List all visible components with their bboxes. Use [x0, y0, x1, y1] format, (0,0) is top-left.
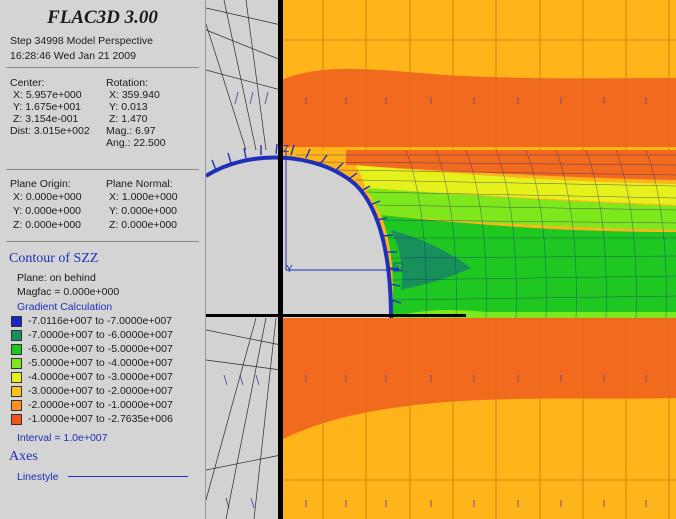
divider — [6, 67, 199, 68]
legend-swatch — [11, 316, 22, 327]
legend-swatch — [11, 372, 22, 383]
axes-heading: Axes — [9, 449, 38, 464]
legend-range-label: -3.0000e+007 to -2.0000e+007 — [28, 385, 173, 397]
contour-magfac: Magfac = 0.000e+000 — [17, 286, 120, 298]
plane-origin-x: X: 0.000e+000 — [13, 191, 82, 203]
x-axis-label: X — [395, 265, 400, 272]
axes-triad — [285, 150, 401, 271]
axes-linestyle-sample — [68, 476, 188, 477]
plane-normal-z: Z: 0.000e+000 — [109, 219, 178, 231]
step-info: Step 34998 Model Perspective — [10, 35, 154, 47]
model-view[interactable]: Z Y X — [206, 0, 676, 519]
excavation — [206, 157, 391, 318]
rotation-y: Y: 0.013 — [109, 101, 148, 113]
legend-range-label: -7.0116e+007 to -7.0000e+007 — [28, 315, 173, 327]
plane-origin-z: Z: 0.000e+000 — [13, 219, 82, 231]
magnification: Mag.: 6.97 — [106, 125, 156, 137]
legend-swatch — [11, 330, 22, 341]
legend-swatch — [11, 414, 22, 425]
center-label: Center: — [10, 77, 45, 89]
support-arrows — [211, 143, 402, 304]
model-boundary — [278, 0, 283, 519]
plane-normal-y: Y: 0.000e+000 — [109, 205, 178, 217]
center-z: Z: 3.154e-001 — [13, 113, 79, 125]
view-distance: Dist: 3.015e+002 — [10, 125, 90, 137]
contour-heading: Contour of SZZ — [9, 251, 99, 266]
legend-swatch — [11, 400, 22, 411]
z-axis-label: Z — [283, 144, 289, 155]
rotation-x: X: 359.940 — [109, 89, 160, 101]
divider — [6, 241, 199, 242]
stress-vectors — [223, 91, 647, 509]
legend-range-label: -6.0000e+007 to -5.0000e+007 — [28, 343, 173, 355]
view-angle: Ang.: 22.500 — [106, 137, 166, 149]
legend-swatch — [11, 344, 22, 355]
plane-origin-label: Plane Origin: — [10, 178, 71, 190]
legend-swatch — [11, 386, 22, 397]
lining-boundary — [206, 155, 393, 319]
invert-line — [206, 314, 466, 317]
legend-swatch — [11, 358, 22, 369]
gradient-calculation: Gradient Calculation — [17, 301, 113, 313]
x-axis-marker — [393, 262, 403, 272]
plane-origin-y: Y: 0.000e+000 — [13, 205, 82, 217]
legend-range-label: -2.0000e+007 to -1.0000e+007 — [28, 399, 173, 411]
rotation-label: Rotation: — [106, 77, 149, 89]
mesh-horizontal — [281, 39, 676, 481]
plane-normal-x: X: 1.000e+000 — [109, 191, 178, 203]
legend-range-label: -4.0000e+007 to -3.0000e+007 — [28, 371, 173, 383]
legend-range-label: -1.0000e+007 to -2.7635e+006 — [28, 413, 173, 425]
timestamp: 16:28:46 Wed Jan 21 2009 — [10, 50, 136, 62]
legend-panel: FLAC3D 3.00 Step 34998 Model Perspective… — [0, 0, 206, 519]
upper-stress-band — [281, 68, 676, 150]
tunnel-mesh — [296, 149, 676, 319]
app-title: FLAC3D 3.00 — [47, 7, 158, 28]
axes-linestyle: Linestyle — [17, 471, 59, 483]
divider — [6, 169, 199, 170]
rotation-z: Z: 1.470 — [109, 113, 148, 125]
y-axis-label: Y — [286, 264, 293, 275]
contour-interval: Interval = 1.0e+007 — [17, 432, 108, 444]
legend-range-label: -7.0000e+007 to -6.0000e+007 — [28, 329, 173, 341]
perspective-lines — [206, 0, 282, 519]
center-x: X: 5.957e+000 — [13, 89, 82, 101]
plane-normal-label: Plane Normal: — [106, 178, 173, 190]
contour-plot: Z Y X — [206, 0, 676, 519]
contour-plane: Plane: on behind — [17, 272, 96, 284]
legend-range-label: -5.0000e+007 to -4.0000e+007 — [28, 357, 173, 369]
lower-stress-band — [281, 318, 676, 440]
center-y: Y: 1.675e+001 — [13, 101, 82, 113]
